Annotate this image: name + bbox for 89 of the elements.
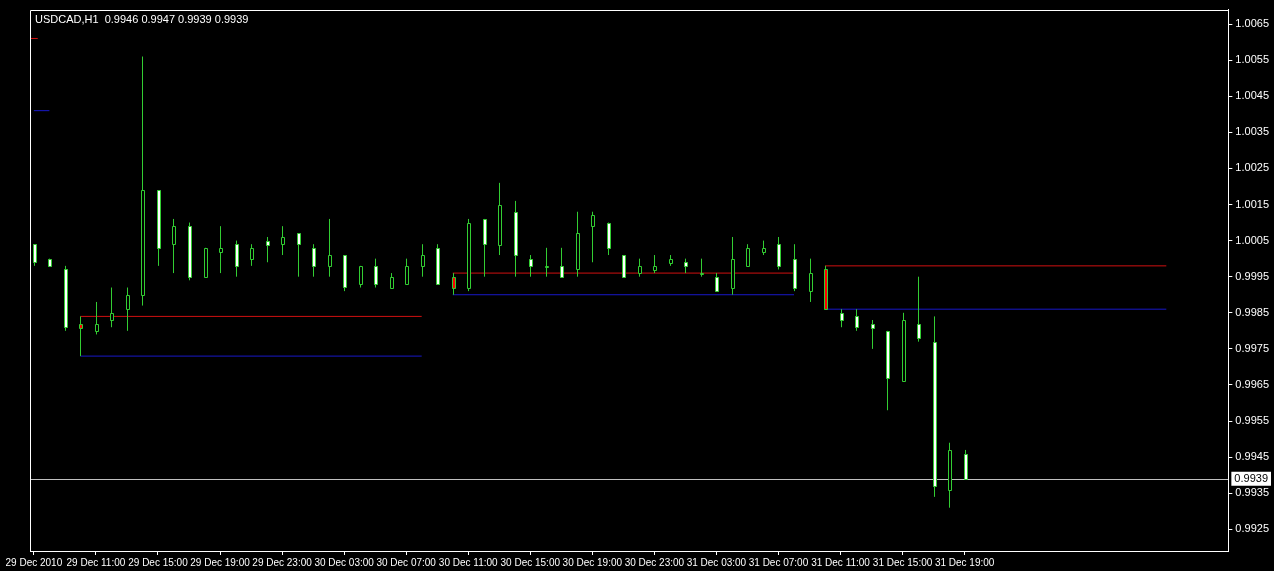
candlestick xyxy=(188,222,192,281)
candlestick xyxy=(933,315,937,498)
candlestick xyxy=(715,272,719,292)
x-tick-label: 30 Dec 03:00 xyxy=(314,556,375,568)
candlestick xyxy=(902,312,906,382)
candlestick xyxy=(793,243,797,292)
candlestick xyxy=(421,243,425,278)
candlestick xyxy=(126,287,130,332)
y-tick-label: 0.9945 xyxy=(1235,450,1270,463)
candlestick xyxy=(141,56,145,307)
x-tick-label: 31 Dec 07:00 xyxy=(748,556,809,568)
candlestick xyxy=(948,442,952,509)
candlestick xyxy=(266,236,270,263)
x-tick-label: 29 Dec 2010 xyxy=(5,556,63,568)
chart-title: USDCAD,H1 0.9946 0.9947 0.9939 0.9939 xyxy=(35,12,249,25)
candlestick xyxy=(731,236,735,296)
candlestick xyxy=(204,247,208,278)
y-tick-label: 0.9995 xyxy=(1235,269,1270,282)
y-tick-label: 0.9925 xyxy=(1235,522,1270,535)
candlestick xyxy=(622,255,626,278)
candlestick xyxy=(498,182,502,256)
candlestick xyxy=(638,258,642,278)
candlestick xyxy=(886,330,890,411)
candlestick xyxy=(964,449,968,480)
candlestick xyxy=(343,254,347,292)
candlestick xyxy=(374,258,378,289)
candlestick xyxy=(95,301,99,335)
y-tick-label: 1.0005 xyxy=(1235,233,1270,246)
candlestick xyxy=(452,272,456,296)
candlestick xyxy=(607,222,611,256)
candlestick xyxy=(855,308,859,332)
candlestick xyxy=(235,240,239,278)
x-tick-label: 30 Dec 19:00 xyxy=(562,556,623,568)
candlestick xyxy=(560,247,564,278)
candlestick xyxy=(110,287,114,328)
x-tick-label: 29 Dec 15:00 xyxy=(128,556,189,568)
candlestick xyxy=(436,243,440,285)
candlestick xyxy=(529,254,533,278)
y-tick-label: 0.9965 xyxy=(1235,378,1270,390)
candlestick xyxy=(359,265,363,289)
x-tick-label: 30 Dec 07:00 xyxy=(376,556,437,568)
candlestick xyxy=(33,243,37,267)
candlestick xyxy=(840,308,844,328)
candlestick xyxy=(824,265,828,310)
candlestick xyxy=(917,276,921,343)
y-tick-label: 0.9935 xyxy=(1235,486,1270,499)
x-tick-label: 29 Dec 11:00 xyxy=(66,556,126,568)
x-tick-label: 31 Dec 11:00 xyxy=(811,556,871,568)
candlestick xyxy=(653,254,657,274)
y-tick-label: 0.9975 xyxy=(1235,341,1270,354)
candlestick xyxy=(157,189,161,267)
candlestick xyxy=(250,243,254,267)
candlestick xyxy=(172,218,176,274)
candlestick xyxy=(467,218,471,292)
x-tick-label: 30 Dec 23:00 xyxy=(624,556,685,568)
y-tick-label: 1.0055 xyxy=(1235,53,1270,66)
candlestick xyxy=(328,218,332,278)
candlestick xyxy=(700,258,704,278)
candlestick xyxy=(483,218,487,278)
x-tick-label: 31 Dec 19:00 xyxy=(934,556,995,568)
y-tick-label: 0.9985 xyxy=(1235,305,1270,318)
candlestick xyxy=(871,319,875,350)
x-tick-label: 31 Dec 03:00 xyxy=(686,556,747,568)
x-tick-label: 31 Dec 15:00 xyxy=(872,556,933,568)
candlestick xyxy=(297,232,301,278)
candlestick xyxy=(746,243,750,267)
candlestick xyxy=(591,211,595,263)
y-tick-label: 1.0065 xyxy=(1235,17,1270,30)
candlestick xyxy=(405,258,409,285)
candlestick xyxy=(545,247,549,278)
x-tick-label: 29 Dec 23:00 xyxy=(252,556,313,568)
candlestick xyxy=(576,211,580,278)
y-tick-label: 1.0015 xyxy=(1235,197,1270,210)
y-tick-label: 1.0045 xyxy=(1235,89,1270,102)
x-tick-label: 30 Dec 15:00 xyxy=(500,556,561,568)
candlestick xyxy=(777,236,781,270)
x-tick-label: 29 Dec 19:00 xyxy=(190,556,251,568)
candlestick xyxy=(64,265,68,332)
y-tick-label: 1.0035 xyxy=(1235,125,1270,138)
y-tick-label: 1.0025 xyxy=(1235,161,1270,174)
ref-line-label: 0.9939 xyxy=(1234,472,1269,485)
x-tick-label: 30 Dec 11:00 xyxy=(438,556,499,568)
y-tick-label: 0.9955 xyxy=(1235,414,1270,427)
candlestick xyxy=(219,225,223,274)
candlestick xyxy=(312,243,316,278)
candlestick xyxy=(809,258,813,303)
candlestick xyxy=(79,315,83,357)
candlestick xyxy=(514,200,518,278)
candlestick xyxy=(281,225,285,256)
